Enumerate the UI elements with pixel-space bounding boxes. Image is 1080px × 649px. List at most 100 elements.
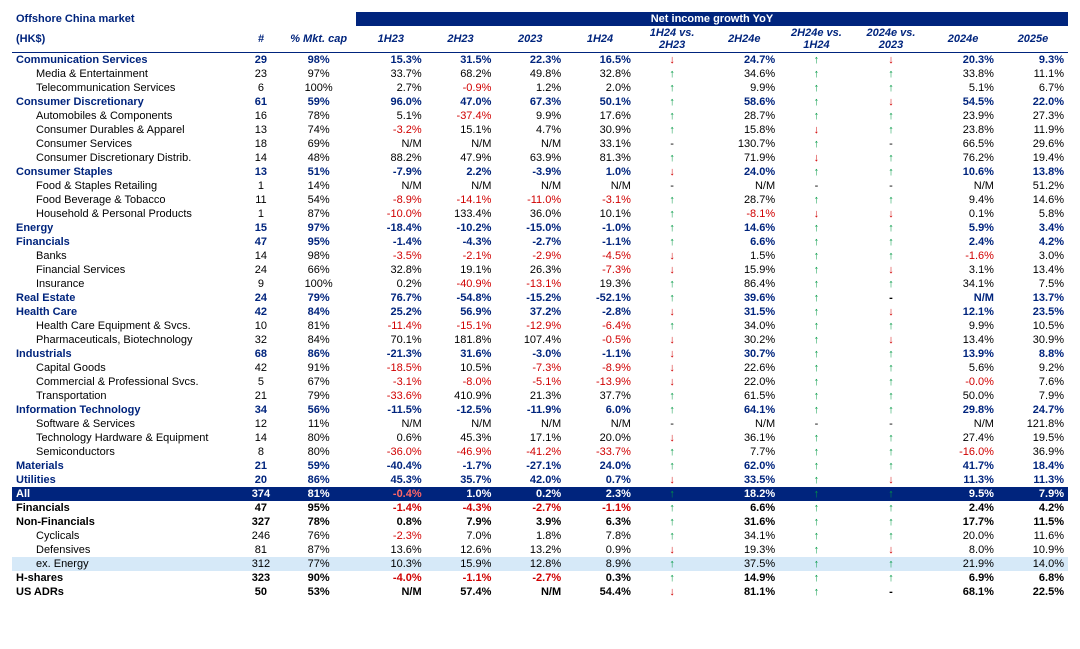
- row-count: 8: [240, 445, 281, 459]
- table-cell: 47.9%: [426, 151, 496, 165]
- arrow-up-icon: [635, 221, 710, 235]
- table-cell: -8.1%: [709, 207, 779, 221]
- row-count: 323: [240, 571, 281, 585]
- table-cell: 30.2%: [709, 333, 779, 347]
- table-cell: -3.1%: [565, 193, 635, 207]
- table-cell: 34.1%: [709, 529, 779, 543]
- row-mktcap: 86%: [281, 473, 356, 487]
- table-cell: N/M: [928, 417, 998, 431]
- table-cell: 37.5%: [709, 557, 779, 571]
- row-mktcap: 95%: [281, 235, 356, 249]
- arrow-up-icon: [635, 67, 710, 81]
- arrow-up-icon: [854, 431, 929, 445]
- table-cell: 88.2%: [356, 151, 426, 165]
- arrow-up-icon: [779, 333, 854, 347]
- row-name: Semiconductors: [12, 445, 240, 459]
- arrow-up-icon: [779, 319, 854, 333]
- row-mktcap: 66%: [281, 263, 356, 277]
- row-mktcap: 86%: [281, 347, 356, 361]
- table-cell: N/M: [928, 291, 998, 305]
- table-cell: -0.9%: [426, 81, 496, 95]
- table-cell: 10.3%: [356, 557, 426, 571]
- table-cell: 6.0%: [565, 403, 635, 417]
- table-cell: 37.2%: [495, 305, 565, 319]
- row-count: 6: [240, 81, 281, 95]
- arrow-up-icon: [854, 151, 929, 165]
- table-cell: N/M: [495, 137, 565, 151]
- table-row: Telecommunication Services6100%2.7%-0.9%…: [12, 81, 1068, 95]
- row-name: Media & Entertainment: [12, 67, 240, 81]
- table-row: Media & Entertainment2397%33.7%68.2%49.8…: [12, 67, 1068, 81]
- table-cell: -1.0%: [565, 221, 635, 235]
- table-row: Real Estate2479%76.7%-54.8%-15.2%-52.1%3…: [12, 291, 1068, 305]
- row-name: US ADRs: [12, 585, 240, 599]
- table-cell: 19.3%: [565, 277, 635, 291]
- table-cell: N/M: [495, 585, 565, 599]
- table-cell: -8.0%: [426, 375, 496, 389]
- table-cell: 0.6%: [356, 431, 426, 445]
- table-cell: -8.9%: [356, 193, 426, 207]
- table-cell: 12.8%: [495, 557, 565, 571]
- arrow-up-icon: [635, 459, 710, 473]
- table-cell: N/M: [356, 179, 426, 193]
- arrow-up-icon: [779, 431, 854, 445]
- table-cell: 12.6%: [426, 543, 496, 557]
- table-cell: 13.9%: [928, 347, 998, 361]
- table-row: Consumer Staples1351%-7.9%2.2%-3.9%1.0%2…: [12, 165, 1068, 179]
- table-row: Materials2159%-40.4%-1.7%-27.1%24.0%62.0…: [12, 459, 1068, 473]
- table-cell: -3.1%: [356, 375, 426, 389]
- arrow-down-icon: [635, 585, 710, 599]
- table-cell: 15.9%: [426, 557, 496, 571]
- arrow-up-icon: [635, 403, 710, 417]
- row-count: 5: [240, 375, 281, 389]
- table-cell: 10.9%: [998, 543, 1068, 557]
- table-cell: N/M: [709, 179, 779, 193]
- arrow-up-icon: [854, 235, 929, 249]
- arrow-up-icon: [779, 193, 854, 207]
- arrow-down-icon: [779, 151, 854, 165]
- table-cell: 63.9%: [495, 151, 565, 165]
- table-cell: 66.5%: [928, 137, 998, 151]
- table-row: Health Care Equipment & Svcs.1081%-11.4%…: [12, 319, 1068, 333]
- table-cell: 2.4%: [928, 501, 998, 515]
- table-row: Consumer Services1869%N/MN/MN/M33.1%130.…: [12, 137, 1068, 151]
- table-cell: 10.1%: [565, 207, 635, 221]
- table-cell: 24.0%: [565, 459, 635, 473]
- table-cell: -21.3%: [356, 347, 426, 361]
- table-cell: -5.1%: [495, 375, 565, 389]
- table-cell: 33.8%: [928, 67, 998, 81]
- table-cell: 14.6%: [998, 193, 1068, 207]
- arrow-up-icon: [854, 81, 929, 95]
- row-mktcap: 78%: [281, 109, 356, 123]
- table-cell: -1.4%: [356, 235, 426, 249]
- table-cell: 1.5%: [709, 249, 779, 263]
- table-cell: 16.5%: [565, 53, 635, 68]
- table-cell: N/M: [495, 417, 565, 431]
- row-name: Insurance: [12, 277, 240, 291]
- table-cell: -54.8%: [426, 291, 496, 305]
- table-cell: 23.8%: [928, 123, 998, 137]
- table-cell: 4.2%: [998, 235, 1068, 249]
- arrow-dash-icon: [635, 417, 710, 431]
- table-cell: -0.0%: [928, 375, 998, 389]
- arrow-up-icon: [779, 95, 854, 109]
- row-name: Health Care: [12, 305, 240, 319]
- row-count: 32: [240, 333, 281, 347]
- table-row: Energy1597%-18.4%-10.2%-15.0%-1.0%14.6%5…: [12, 221, 1068, 235]
- table-cell: 31.5%: [426, 53, 496, 68]
- table-cell: 8.0%: [928, 543, 998, 557]
- col-cmp1: 1H24 vs.2H23: [635, 26, 710, 53]
- row-mktcap: 77%: [281, 557, 356, 571]
- row-name: Energy: [12, 221, 240, 235]
- table-cell: -41.2%: [495, 445, 565, 459]
- arrow-up-icon: [854, 571, 929, 585]
- row-count: 20: [240, 473, 281, 487]
- table-row: Non-Financials32778%0.8%7.9%3.9%6.3%31.6…: [12, 515, 1068, 529]
- table-row: Household & Personal Products187%-10.0%1…: [12, 207, 1068, 221]
- row-count: 11: [240, 193, 281, 207]
- table-cell: 31.6%: [426, 347, 496, 361]
- row-mktcap: 79%: [281, 389, 356, 403]
- table-cell: 31.5%: [709, 305, 779, 319]
- table-cell: 18.4%: [998, 459, 1068, 473]
- table-cell: 45.3%: [426, 431, 496, 445]
